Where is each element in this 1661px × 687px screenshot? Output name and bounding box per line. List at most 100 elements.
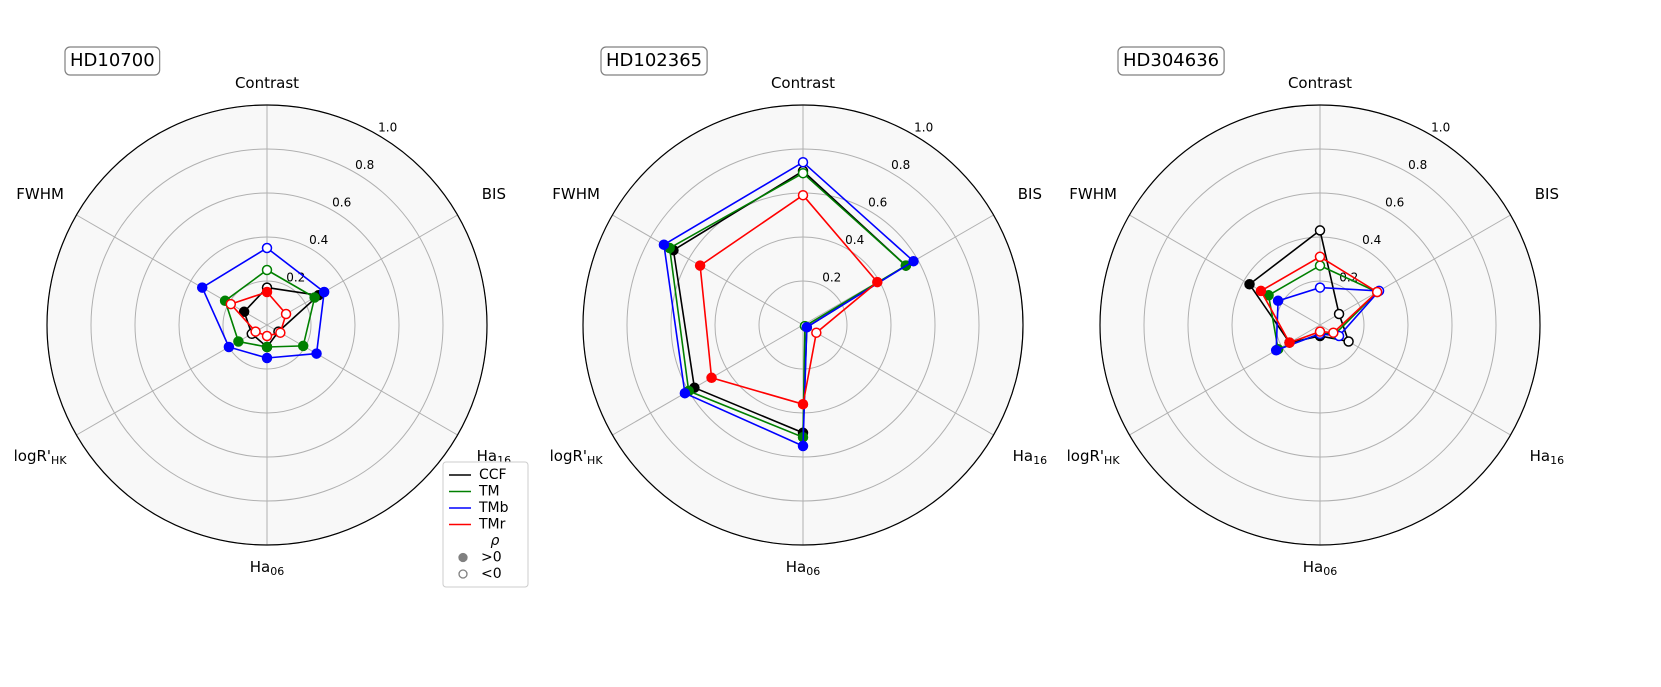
point	[797, 189, 809, 201]
axis-label-sub: 06	[270, 565, 284, 578]
axis-label: logR'HK	[1067, 447, 1121, 468]
legend-title: ρ	[491, 533, 500, 549]
r-tick-label: 0.6	[1385, 196, 1404, 210]
r-tick-label: 1.0	[1431, 121, 1450, 135]
point	[797, 156, 809, 168]
legend-label: TMb	[478, 500, 509, 516]
axis-label-sub: HK	[587, 454, 603, 467]
point	[658, 239, 670, 250]
point	[1314, 282, 1326, 293]
point	[275, 327, 286, 338]
r-tick-label: 0.4	[845, 233, 864, 247]
axis-label-main: Ha	[1530, 447, 1550, 465]
point	[811, 327, 822, 338]
point	[318, 286, 330, 298]
point	[223, 341, 235, 353]
axis-label-sub: HK	[1104, 454, 1120, 467]
point	[1255, 285, 1267, 297]
axis-label-main: logR'	[550, 447, 587, 465]
r-tick-label: 0.8	[1408, 158, 1427, 172]
axis-label: logR'HK	[550, 447, 604, 468]
legend-marker	[458, 569, 468, 579]
axis-label: FWHM	[16, 185, 64, 203]
axis-label-main: Ha	[1013, 447, 1033, 465]
axis-label-main: Ha	[250, 558, 270, 576]
axis-label: FWHM	[552, 185, 600, 203]
axis-label-main: FWHM	[1069, 185, 1117, 203]
legend-marker	[458, 552, 468, 563]
title-box	[1117, 46, 1225, 76]
axis-label-main: Contrast	[771, 74, 835, 92]
point	[1314, 251, 1326, 263]
r-tick-label: 1.0	[914, 121, 933, 135]
r-tick-label: 0.8	[355, 158, 374, 172]
point	[261, 264, 273, 276]
axis-label: Contrast	[235, 74, 299, 92]
axis-label: Ha06	[786, 558, 820, 579]
point	[1314, 260, 1326, 271]
point	[261, 352, 273, 364]
point	[196, 282, 208, 293]
point	[1272, 295, 1284, 307]
legend-label: <0	[481, 566, 502, 582]
point	[908, 255, 919, 267]
point	[694, 260, 706, 271]
axis-label-sub: 06	[1323, 565, 1337, 578]
axis-label-sub: 06	[806, 565, 820, 578]
axis-label-main: Ha	[786, 558, 806, 576]
point	[679, 387, 691, 399]
axis-label-main: Contrast	[1288, 74, 1352, 92]
legend-label: >0	[481, 550, 502, 566]
point	[1371, 286, 1383, 298]
point	[238, 306, 250, 318]
axis-label-sub: HK	[51, 454, 67, 467]
r-tick-label: 0.6	[868, 196, 887, 210]
r-tick-label: 0.2	[822, 271, 841, 285]
axis-label-main: BIS	[1018, 185, 1042, 203]
point	[261, 242, 273, 254]
axis-label: Ha06	[250, 558, 284, 579]
title-box	[600, 46, 708, 76]
point	[250, 326, 261, 337]
legend-label: CCF	[479, 467, 507, 483]
point	[797, 398, 809, 410]
point	[311, 348, 322, 359]
axis-label-main: BIS	[482, 185, 506, 203]
point	[225, 298, 237, 310]
point	[297, 340, 309, 352]
axis-label-main: FWHM	[552, 185, 600, 203]
point	[1333, 308, 1345, 320]
legend-label: TMr	[478, 517, 506, 533]
point	[261, 330, 273, 342]
point	[1284, 337, 1295, 348]
point	[1328, 327, 1339, 338]
axis-label: BIS	[482, 185, 506, 203]
r-tick-label: 0.4	[309, 233, 328, 247]
point	[1270, 345, 1282, 356]
spoke	[612, 214, 804, 326]
axis-label: BIS	[1535, 185, 1559, 203]
axis-label: Contrast	[1288, 74, 1352, 92]
point	[309, 292, 320, 303]
axis-label-sub: 16	[1550, 454, 1564, 467]
chart-title: HD304636	[1123, 50, 1219, 71]
axis-label: FWHM	[1069, 185, 1117, 203]
axis-label: Ha16	[1013, 447, 1047, 468]
point	[872, 276, 883, 288]
axis-label: logR'HK	[14, 447, 68, 468]
point	[1244, 279, 1255, 290]
outer-circle	[582, 104, 1024, 546]
point	[280, 308, 292, 320]
axis-label-main: Contrast	[235, 74, 299, 92]
axis-label-main: logR'	[1067, 447, 1104, 465]
outer-circle	[1099, 104, 1541, 546]
axis-label-main: logR'	[14, 447, 51, 465]
title-box	[64, 46, 161, 76]
chart-title: HD10700	[70, 50, 155, 71]
axis-label: Contrast	[771, 74, 835, 92]
axis-label: Ha16	[1530, 447, 1564, 468]
spoke	[266, 214, 458, 326]
point	[797, 167, 809, 179]
chart-title: HD102365	[606, 50, 702, 71]
point	[706, 372, 717, 384]
